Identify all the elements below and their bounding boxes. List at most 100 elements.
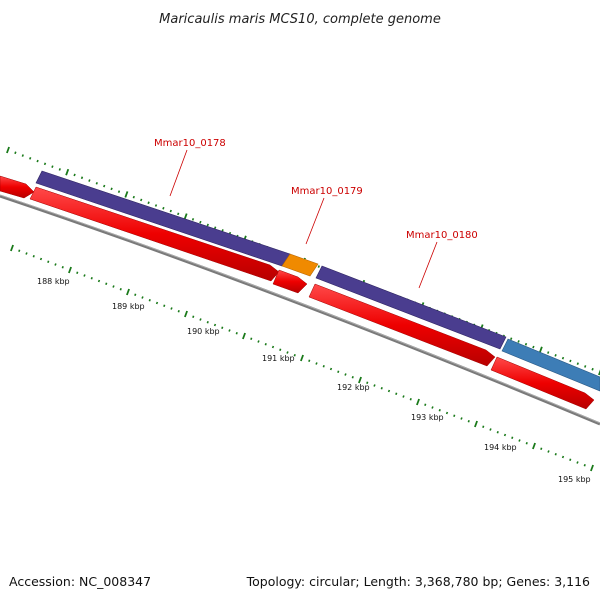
- outer-ring-minor-tick: [132, 195, 135, 199]
- inner-ring-minor-tick: [525, 441, 528, 445]
- inner-ring-minor-tick: [61, 265, 64, 269]
- gene-label-mmar10-0179[interactable]: Mmar10_0179: [291, 186, 363, 197]
- outer-ring-minor-tick: [569, 359, 572, 363]
- inner-ring-minor-tick: [511, 436, 514, 440]
- inner-ring-minor-tick: [431, 406, 434, 409]
- inner-ring-minor-tick: [199, 318, 202, 321]
- inner-ring-major-tick: [532, 442, 536, 450]
- outer-ring-minor-tick: [554, 354, 557, 357]
- inner-ring-minor-tick: [264, 342, 267, 346]
- scale-label-189: 189 kbp: [112, 302, 145, 311]
- inner-ring-minor-tick: [467, 419, 470, 423]
- inner-ring-minor-tick: [496, 430, 499, 434]
- inner-ring-minor-tick: [192, 315, 195, 319]
- inner-ring-minor-tick: [39, 257, 43, 261]
- scale-label-190: 190 kbp: [187, 327, 220, 336]
- inner-ring-minor-tick: [54, 263, 57, 266]
- inner-ring-minor-tick: [141, 296, 144, 299]
- outer-ring-minor-tick: [177, 212, 180, 216]
- outer-ring-minor-tick: [532, 345, 535, 349]
- outer-ring-minor-tick: [95, 182, 98, 185]
- cds-arrow-mmar10-0179[interactable]: [272, 269, 308, 294]
- scale-label-188: 188 kbp: [37, 277, 70, 286]
- inner-ring-minor-tick: [90, 276, 93, 280]
- outer-ring-minor-tick: [140, 198, 143, 202]
- scale-label-195: 195 kbp: [558, 475, 591, 484]
- outer-ring-minor-tick: [110, 187, 113, 191]
- inner-ring-minor-tick: [213, 323, 217, 327]
- inner-ring-minor-tick: [329, 367, 333, 371]
- inner-ring-minor-tick: [163, 304, 166, 308]
- inner-ring-minor-tick: [97, 279, 101, 283]
- inner-ring-minor-tick: [308, 359, 311, 363]
- gene-bar-mmar10-0180[interactable]: [315, 265, 507, 350]
- inner-ring-minor-tick: [170, 307, 173, 310]
- inner-ring-minor-tick: [409, 397, 412, 401]
- gene-label-mmar10-0180[interactable]: Mmar10_0180: [406, 230, 478, 241]
- outer-ring-minor-tick: [191, 218, 195, 221]
- gene-bar-next[interactable]: [501, 338, 600, 392]
- outer-ring-minor-tick: [576, 362, 579, 365]
- outer-ring-minor-tick: [103, 184, 106, 188]
- outer-ring-major-tick: [124, 191, 129, 198]
- inner-ring-minor-tick: [489, 428, 492, 431]
- outer-ring-minor-tick: [14, 151, 17, 155]
- inner-ring-minor-tick: [380, 386, 383, 390]
- gene-track: [35, 170, 600, 392]
- outer-ring-major-tick: [598, 369, 600, 376]
- outer-ring-minor-tick: [73, 173, 76, 177]
- outer-ring-minor-tick: [162, 206, 165, 210]
- outer-ring-minor-tick: [147, 201, 150, 205]
- cds-arrow-prev[interactable]: [0, 175, 35, 199]
- inner-ring-minor-tick: [105, 282, 108, 286]
- inner-ring-minor-tick: [503, 433, 507, 437]
- inner-ring-minor-tick: [518, 439, 521, 442]
- inner-ring-minor-tick: [337, 370, 340, 374]
- inner-ring-minor-tick: [250, 337, 253, 341]
- outer-ring-minor-tick: [80, 176, 84, 180]
- outer-ring-minor-tick: [524, 342, 528, 346]
- inner-ring-minor-tick: [112, 285, 115, 288]
- inner-ring-minor-tick: [322, 364, 325, 368]
- gene-bar-mmar10-0179[interactable]: [281, 253, 319, 277]
- inner-ring-minor-tick: [25, 252, 28, 255]
- outer-ring-minor-tick: [591, 367, 594, 371]
- inner-ring-minor-tick: [76, 271, 79, 275]
- cds-arrow-next[interactable]: [490, 356, 595, 410]
- inner-ring-minor-tick: [366, 381, 369, 385]
- inner-ring-minor-tick: [177, 309, 180, 313]
- cds-arrow-mmar10-0178[interactable]: [29, 186, 280, 282]
- inner-ring-minor-tick: [453, 414, 456, 418]
- inner-ring-minor-tick: [257, 340, 260, 343]
- outer-ring-minor-tick: [214, 226, 217, 229]
- inner-ring-minor-tick: [569, 458, 572, 462]
- genome-backbone: [0, 194, 600, 426]
- inner-ring-minor-tick: [228, 329, 231, 332]
- outer-ring-major-tick: [6, 146, 10, 154]
- inner-ring-major-tick: [416, 398, 420, 406]
- inner-ring-minor-tick: [561, 455, 565, 459]
- inner-ring-minor-tick: [18, 249, 21, 253]
- inner-ring-major-tick: [126, 288, 130, 296]
- gene-label-mmar10-0178[interactable]: Mmar10_0178: [154, 138, 226, 149]
- cds-arrow-mmar10-0180[interactable]: [308, 283, 496, 367]
- inner-ring-minor-tick: [351, 375, 354, 379]
- outer-ring-minor-tick: [88, 179, 91, 182]
- inner-ring-minor-tick: [286, 351, 289, 354]
- inner-ring-major-tick: [242, 332, 246, 340]
- inner-ring-minor-tick: [32, 254, 35, 258]
- inner-ring-major-tick: [10, 244, 14, 252]
- inner-ring-major-tick: [590, 464, 594, 472]
- inner-ring-minor-tick: [83, 274, 86, 277]
- gene-labels: Mmar10_0178 Mmar10_0179 Mmar10_0180: [154, 138, 478, 289]
- outer-ring-minor-tick: [561, 356, 565, 360]
- outer-ring-minor-tick: [58, 168, 61, 171]
- inner-ring-minor-tick: [271, 345, 275, 349]
- scale-label-191: 191 kbp: [262, 354, 295, 363]
- outer-ring-minor-tick: [36, 159, 39, 163]
- scale-labels: 188 kbp 189 kbp 190 kbp 191 kbp 192 kbp …: [37, 277, 591, 484]
- outer-ring-minor-tick: [51, 165, 54, 168]
- inner-ring-minor-tick: [293, 353, 296, 357]
- outer-ring-minor-tick: [169, 209, 172, 213]
- outer-ring-minor-tick: [517, 340, 520, 343]
